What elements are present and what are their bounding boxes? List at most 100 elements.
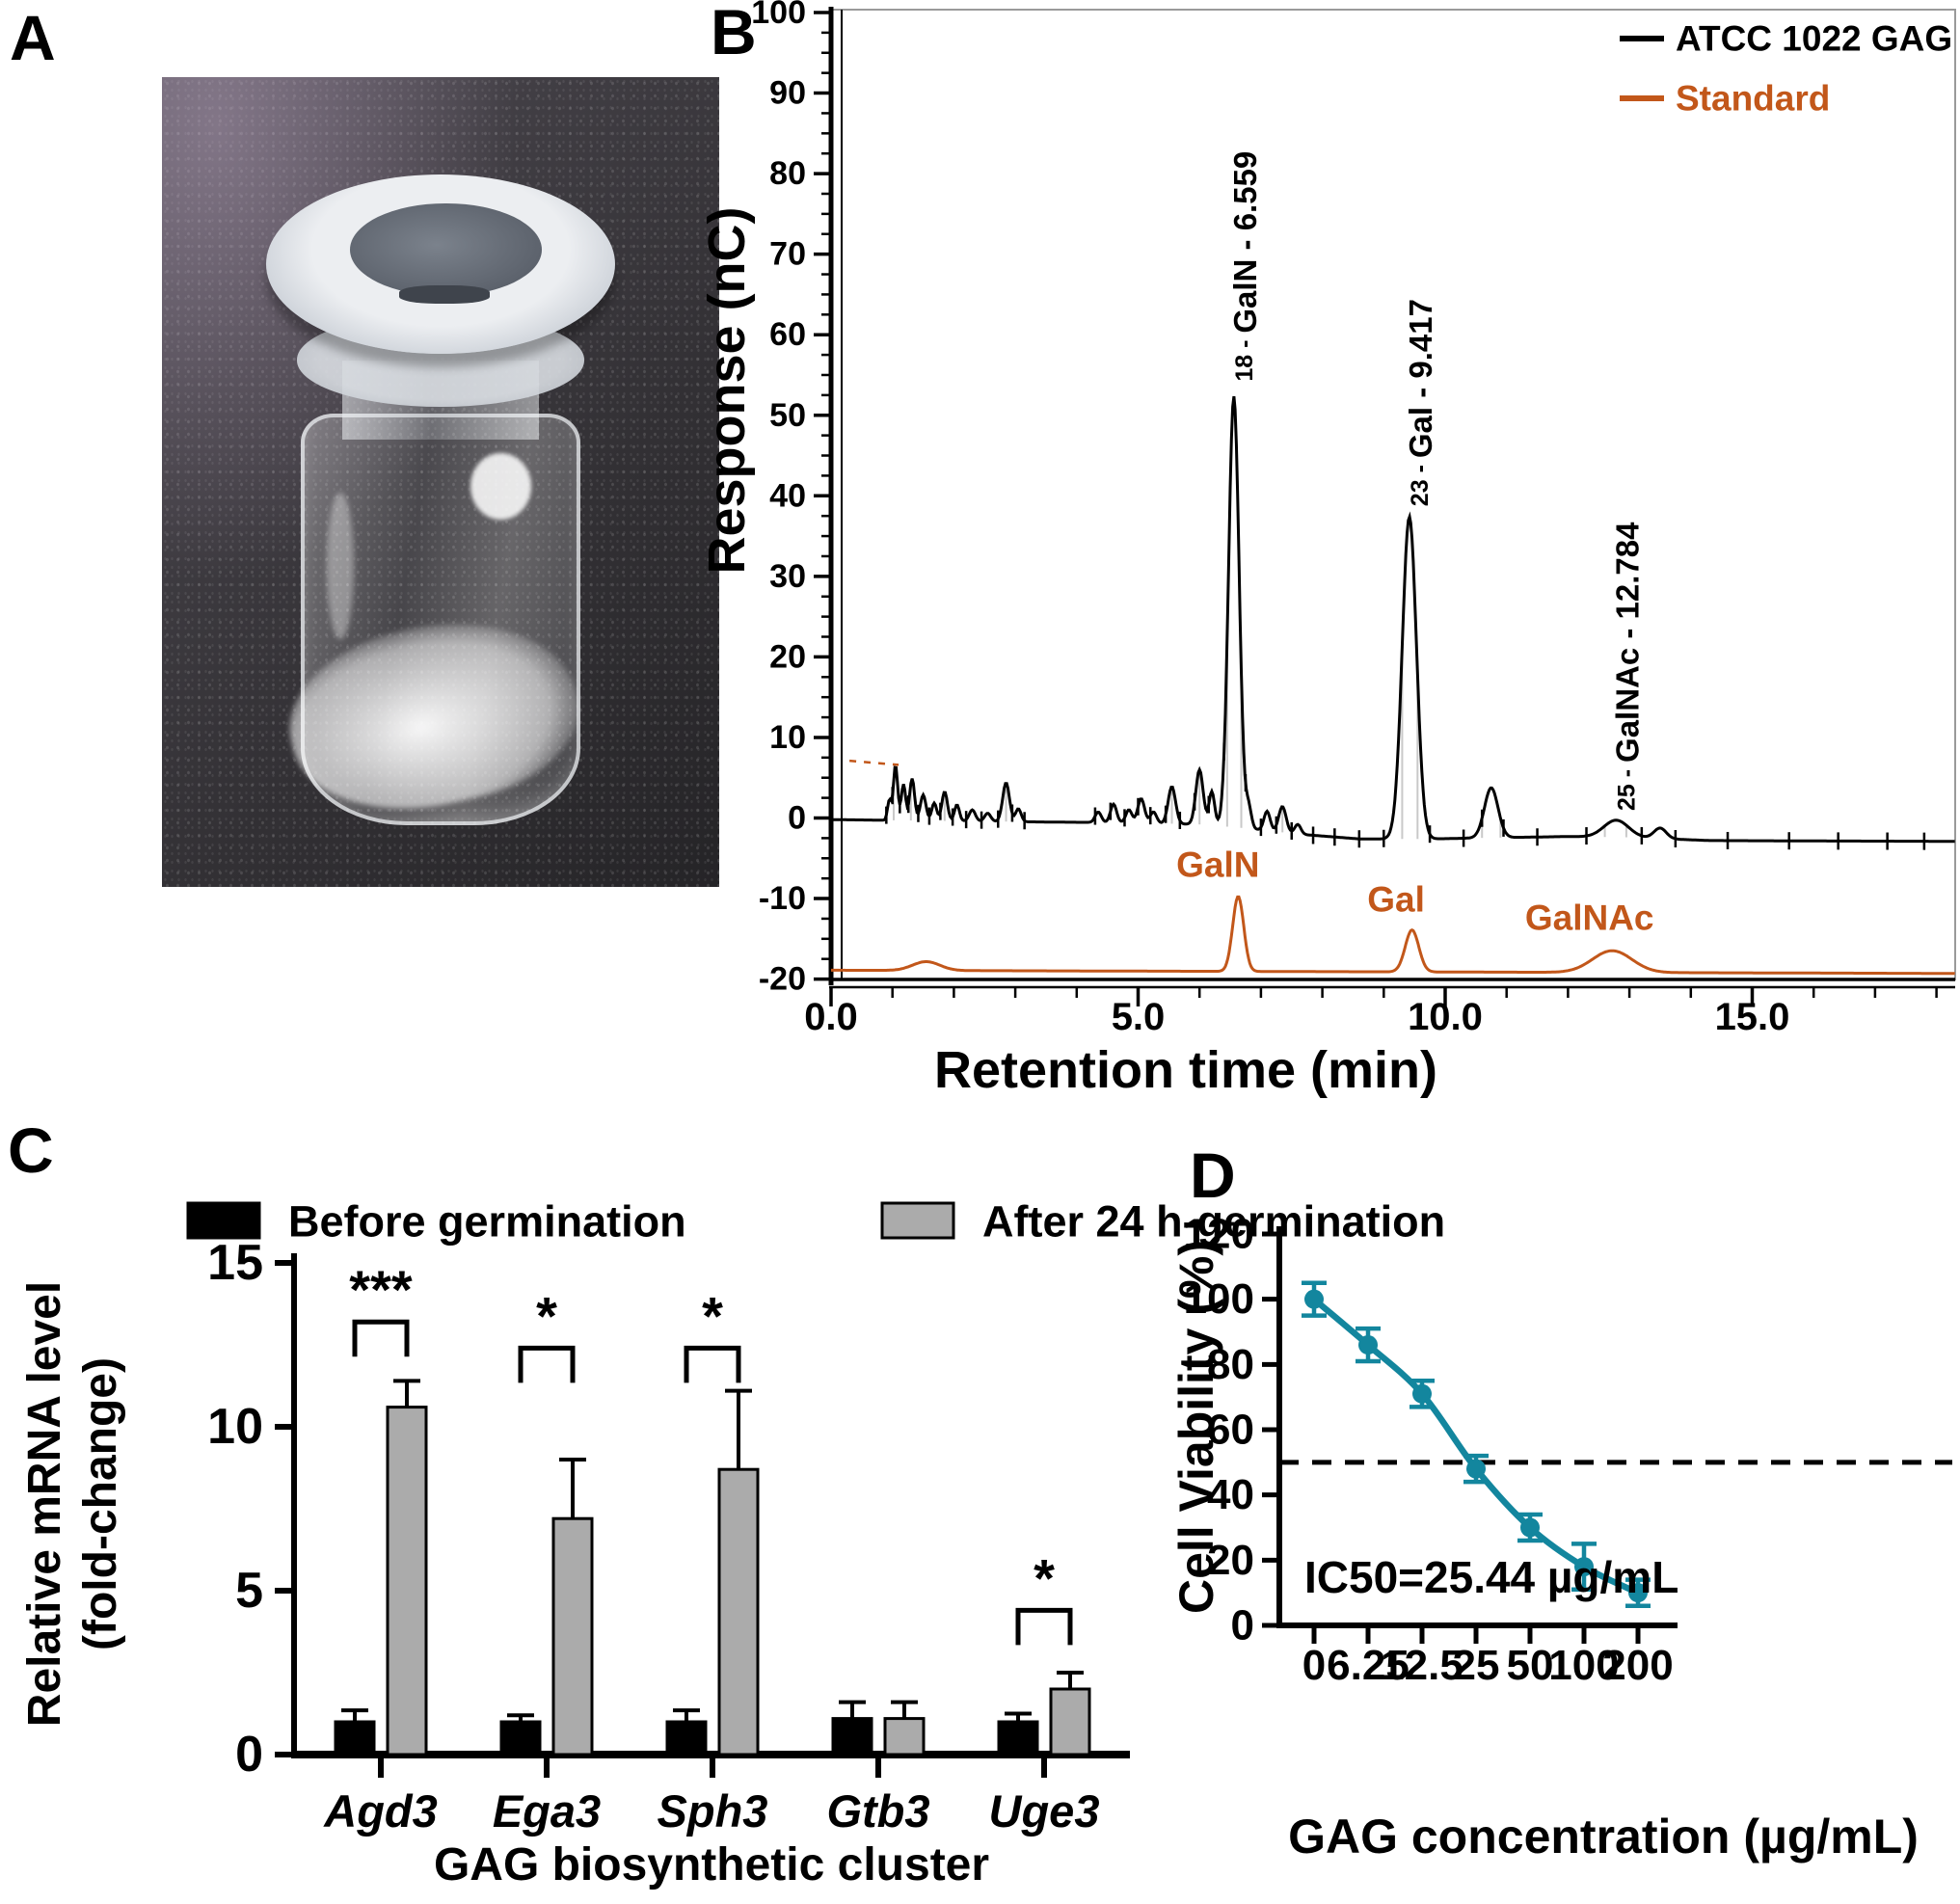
y-tick-label: 50 xyxy=(769,397,806,434)
bar-uge3-after xyxy=(1049,1687,1091,1757)
glass-vial xyxy=(251,174,630,839)
vial-stopper xyxy=(349,202,542,297)
data-point xyxy=(1358,1335,1378,1355)
y-axis-title-line2: (fold-change) xyxy=(75,1357,126,1650)
x-tick-label: 0.0 xyxy=(804,996,858,1038)
legend-label: Before germination xyxy=(288,1197,686,1247)
legend-label: ATCC 1022 GAG xyxy=(1676,19,1952,59)
bar-gtb3-after xyxy=(883,1717,926,1757)
data-point xyxy=(1520,1517,1540,1538)
x-tick-label: 200 xyxy=(1602,1642,1673,1689)
x-tick-label: 100 xyxy=(1548,1642,1619,1689)
x-axis-title: GAG biosynthetic cluster xyxy=(434,1839,989,1891)
panel-d-label: D xyxy=(1190,1140,1236,1211)
y-tick-label: 0 xyxy=(235,1727,263,1783)
bar-uge3-before xyxy=(997,1720,1039,1757)
y-tick-label: 30 xyxy=(769,558,806,595)
peak-annotation-text: 18 - GalN - 6.559 xyxy=(1226,151,1262,382)
data-point xyxy=(1412,1383,1432,1404)
x-category-label: Uge3 xyxy=(989,1785,1100,1837)
ic50-annotation: IC50=25.44 µg/mL xyxy=(1304,1552,1678,1602)
bar-ega3-before xyxy=(499,1720,542,1757)
plot-frame xyxy=(830,9,1956,980)
mrna-bar-chart: Before germination After 24 h-germination… xyxy=(19,1197,1445,1891)
significance-stars: * xyxy=(536,1285,557,1346)
x-tick-label: 15.0 xyxy=(1715,996,1790,1038)
x-tick-label: 50 xyxy=(1507,1642,1554,1689)
y-axis-title: Cell Viability (%) xyxy=(1169,1240,1223,1614)
y-axis-title: Response (nC) xyxy=(698,206,756,574)
x-tick-label: 12.5 xyxy=(1381,1642,1463,1689)
x-axis-title: GAG concentration (µg/mL) xyxy=(1288,1810,1919,1864)
y-tick-label: 0 xyxy=(1231,1602,1254,1649)
standard-peak-label: Gal xyxy=(1367,879,1425,919)
x-category-label: Agd3 xyxy=(323,1785,438,1837)
y-tick-label: 60 xyxy=(769,316,806,353)
standard-start-dash xyxy=(849,759,899,766)
vial-photo xyxy=(162,77,719,887)
data-point xyxy=(1304,1289,1324,1309)
data-point xyxy=(1628,1583,1648,1603)
data-point xyxy=(1466,1459,1486,1479)
bar-gtb3-before xyxy=(831,1717,873,1757)
peak-annotation-text: 25 - GalNAc - 12.784 xyxy=(1609,522,1645,811)
y-tick-label: 5 xyxy=(235,1563,263,1619)
y-tick-label: 40 xyxy=(769,477,806,514)
y-tick-label: 0 xyxy=(788,800,806,837)
x-category-label: Ega3 xyxy=(493,1785,601,1837)
x-tick-label: 0 xyxy=(1302,1642,1326,1689)
bar-sph3-after xyxy=(717,1467,760,1757)
y-tick-label: 10 xyxy=(769,719,806,756)
significance-stars: * xyxy=(1034,1547,1055,1608)
vial-cap xyxy=(266,174,615,354)
significance-bracket xyxy=(1015,1607,1073,1646)
x-category-label: Sph3 xyxy=(658,1785,768,1837)
peak-annotation: 23 - Gal - 9.417 xyxy=(1402,299,1437,506)
x-axis-title: Retention time (min) xyxy=(934,1041,1437,1099)
x-tick-label: 5.0 xyxy=(1112,996,1166,1038)
vial-stopper-slot xyxy=(398,285,490,304)
y-axis-title-line1: Relative mRNA level xyxy=(19,1281,70,1727)
bar-agd3-before xyxy=(334,1720,376,1757)
y-tick-label: 100 xyxy=(1184,1275,1254,1323)
significance-bracket xyxy=(518,1345,576,1383)
legend-label: After 24 h-germination xyxy=(982,1197,1445,1247)
x-tick-label: 25 xyxy=(1453,1642,1500,1689)
significance-stars: *** xyxy=(349,1259,413,1320)
legend-swatch xyxy=(880,1201,955,1240)
x-tick-label: 6.25 xyxy=(1327,1642,1410,1689)
y-tick-label: 60 xyxy=(1207,1407,1254,1454)
legend-label: Standard xyxy=(1676,79,1830,119)
standard-peak-label: GalN xyxy=(1176,845,1259,884)
significance-bracket xyxy=(684,1345,741,1383)
peak-annotation: 25 - GalNAc - 12.784 xyxy=(1609,522,1645,811)
x-tick-label: 10.0 xyxy=(1408,996,1483,1038)
panel-c-label: C xyxy=(8,1114,54,1186)
y-tick-label: 70 xyxy=(769,236,806,273)
y-tick-label: 20 xyxy=(1207,1537,1254,1584)
y-tick-label: 90 xyxy=(769,75,806,112)
y-tick-label: 15 xyxy=(207,1235,263,1291)
glass-highlight xyxy=(327,493,354,639)
standard-peak-label: GalNAc xyxy=(1525,898,1654,938)
y-tick-label: -20 xyxy=(759,961,806,998)
bar-sph3-before xyxy=(665,1720,708,1757)
peak-annotation: 18 - GalN - 6.559 xyxy=(1226,151,1262,382)
bar-ega3-after xyxy=(551,1516,594,1757)
y-tick-label: 10 xyxy=(207,1399,263,1455)
trace-atcc-1022-gag xyxy=(831,395,1955,844)
panel-b-label: B xyxy=(711,0,757,67)
glass-highlight xyxy=(470,453,532,520)
y-tick-label: 80 xyxy=(1207,1341,1254,1388)
bar-agd3-after xyxy=(386,1406,428,1757)
significance-bracket xyxy=(352,1319,410,1357)
x-category-label: Gtb3 xyxy=(826,1785,929,1837)
y-tick-label: 100 xyxy=(751,0,806,31)
trace-standard xyxy=(831,895,1955,976)
legend-swatch xyxy=(186,1201,261,1240)
y-tick-label: 40 xyxy=(1207,1471,1254,1518)
peak-annotation-text: 23 - Gal - 9.417 xyxy=(1402,299,1437,506)
data-point xyxy=(1574,1557,1594,1577)
